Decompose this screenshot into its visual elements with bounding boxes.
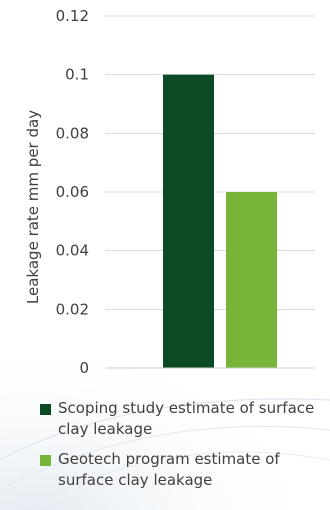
y-tick-label: 0 — [79, 359, 89, 377]
y-tick-label: 0.12 — [56, 7, 89, 25]
legend-swatch-scoping-study — [40, 404, 51, 415]
bars — [163, 74, 277, 369]
legend-label-scoping-study: Scoping study estimate of surface clay l… — [58, 399, 315, 438]
legend-item-scoping-study: Scoping study estimate of surface clay l… — [40, 398, 325, 440]
y-tick-label: 0.1 — [65, 66, 89, 84]
legend: Scoping study estimate of surface clay l… — [40, 398, 325, 500]
y-tick-label: 0.04 — [56, 242, 89, 260]
y-tick-labels: 0 0.02 0.04 0.06 0.08 0.1 0.12 — [56, 7, 89, 377]
legend-label-geotech-program: Geotech program estimate of surface clay… — [58, 450, 280, 489]
legend-swatch-geotech-program — [40, 455, 51, 466]
y-tick-label: 0.08 — [56, 124, 89, 142]
y-axis-label: Leakage rate mm per day — [24, 110, 42, 304]
bar-series-1 — [163, 74, 214, 369]
y-tick-label: 0.06 — [56, 183, 89, 201]
y-tick-label: 0.02 — [56, 300, 89, 318]
bar-series-2 — [226, 192, 277, 368]
legend-item-geotech-program: Geotech program estimate of surface clay… — [40, 449, 325, 491]
